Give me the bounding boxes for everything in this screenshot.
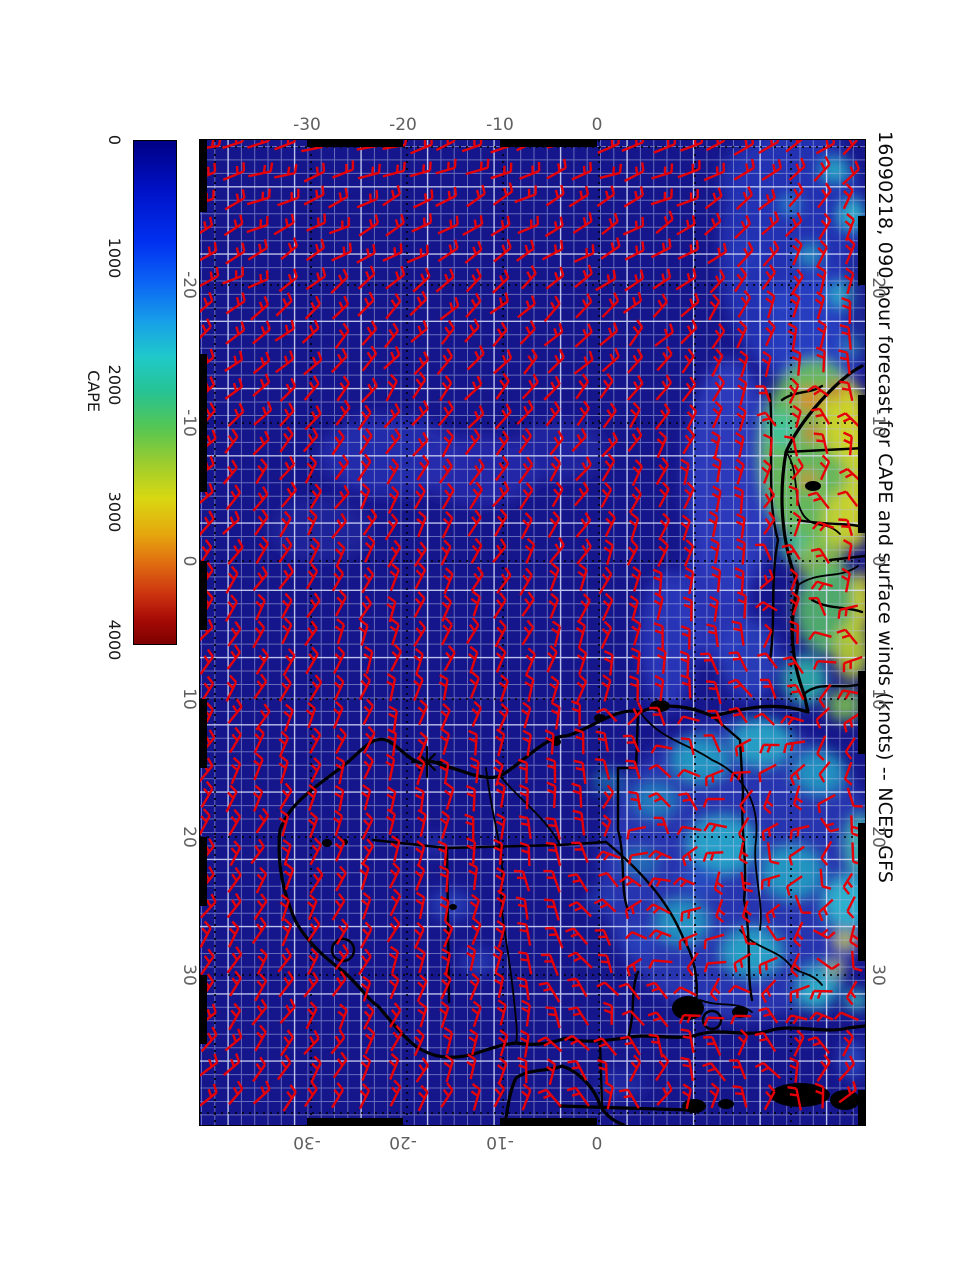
axis-tick-label: -10 bbox=[868, 409, 888, 437]
axis-tick-label: -20 bbox=[179, 271, 199, 299]
axis-tick-label: 0 bbox=[591, 115, 603, 135]
wind-barbs-layer bbox=[200, 140, 863, 1112]
axis-tick-label: 0 bbox=[179, 555, 199, 567]
axis-tick-label: 20 bbox=[868, 826, 888, 848]
map-frame-ticks bbox=[200, 140, 865, 1125]
map-panel bbox=[199, 139, 866, 1126]
colorbar-tick-label: 4000 bbox=[105, 619, 124, 661]
axis-tick-label: -20 bbox=[868, 271, 888, 299]
axis-tick-label: 10 bbox=[179, 688, 199, 710]
axis-tick-label: -30 bbox=[293, 1132, 321, 1152]
figure-title: 16090218, 090 hour forecast for CAPE and… bbox=[874, 131, 896, 884]
axis-tick-label: -10 bbox=[486, 1132, 514, 1152]
axis-tick-label: 30 bbox=[179, 964, 199, 986]
colorbar-tick-label: 1000 bbox=[105, 237, 124, 279]
colorbar-tick-label: 2000 bbox=[105, 364, 124, 406]
axis-tick-label: 0 bbox=[868, 555, 888, 567]
axis-tick-label: -20 bbox=[389, 1132, 417, 1152]
axis-tick-label: 10 bbox=[868, 688, 888, 710]
axis-tick-label: -30 bbox=[293, 115, 321, 135]
axis-tick-label: -10 bbox=[486, 115, 514, 135]
axis-tick-label: -10 bbox=[179, 409, 199, 437]
axis-tick-label: 20 bbox=[179, 826, 199, 848]
axis-tick-label: 30 bbox=[868, 964, 888, 986]
colorbar-label: CAPE bbox=[84, 370, 103, 412]
colorbar-tick-label: 0 bbox=[105, 134, 124, 146]
axis-tick-label: 0 bbox=[591, 1132, 603, 1152]
coastlines-borders-layer bbox=[277, 364, 865, 1125]
axis-tick-label: -20 bbox=[389, 115, 417, 135]
colorbar-tick-label: 3000 bbox=[105, 491, 124, 533]
cape-colorbar bbox=[133, 140, 177, 645]
